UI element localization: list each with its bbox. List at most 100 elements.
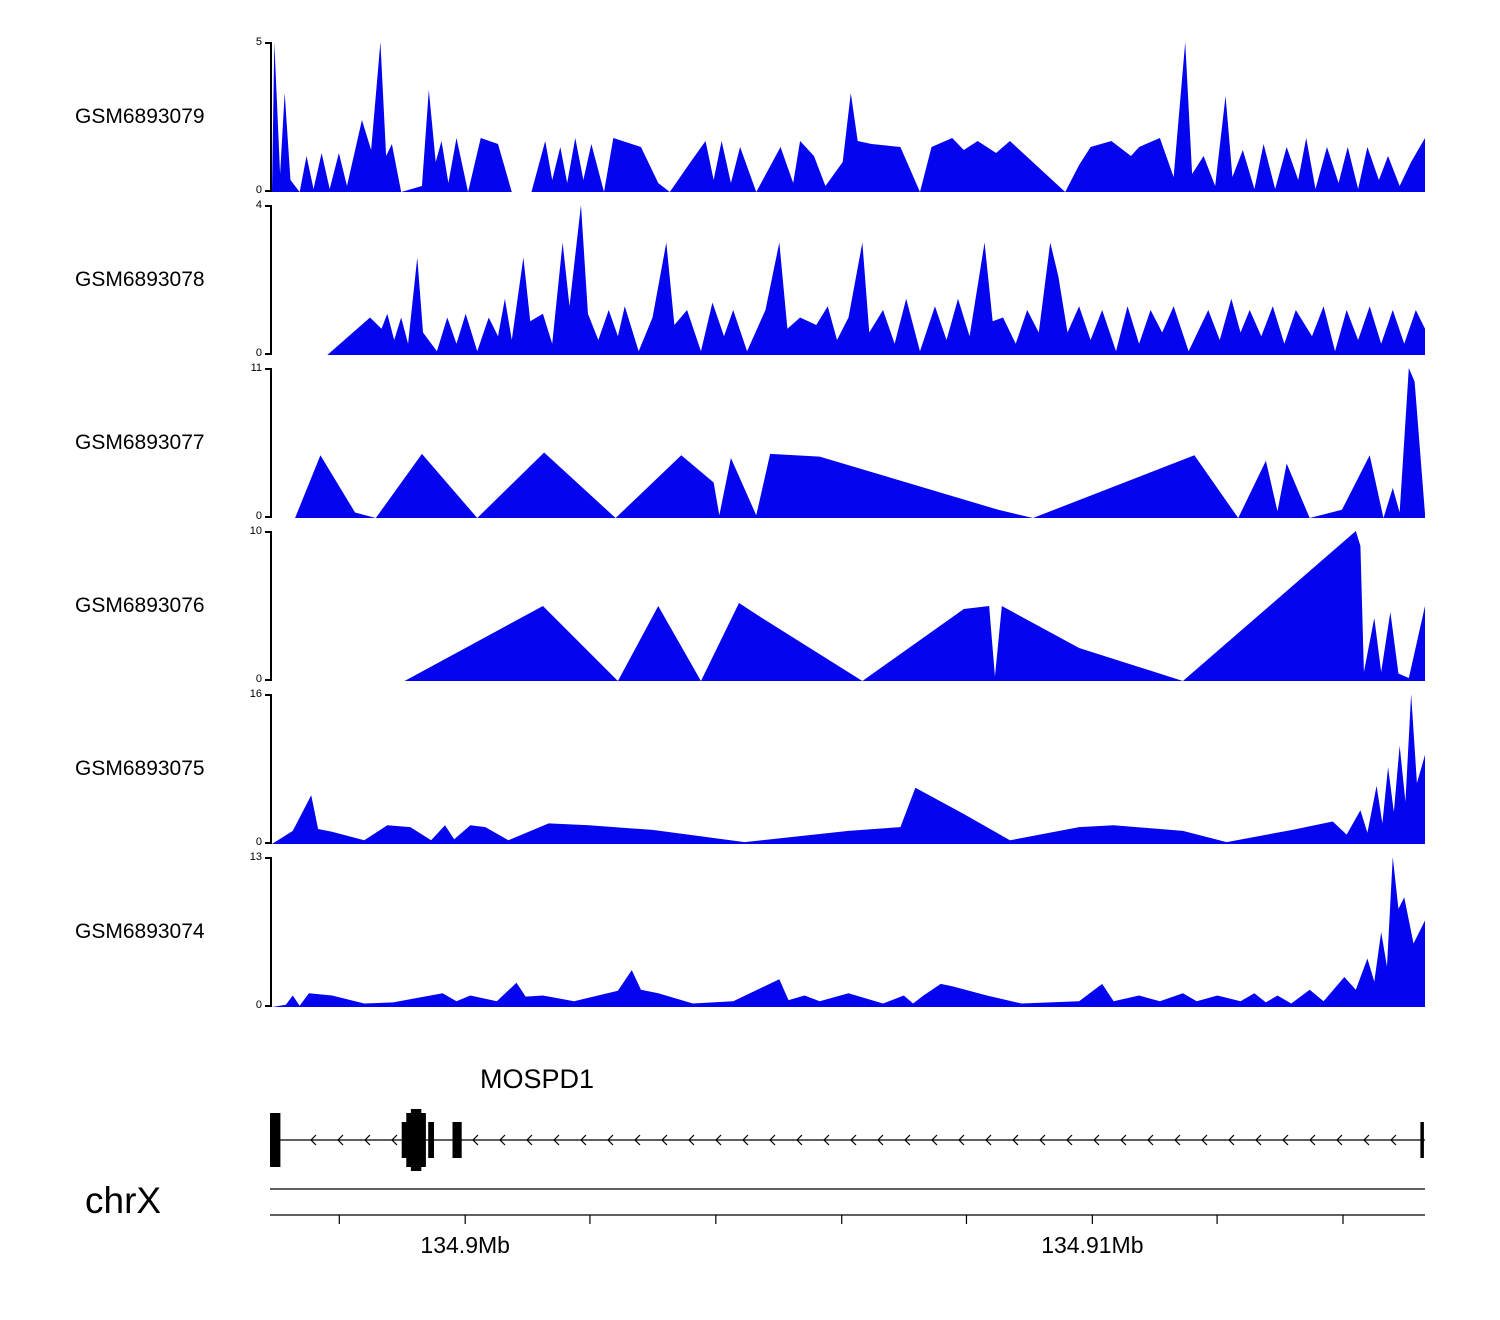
y-axis-bottom-tick [265, 516, 271, 518]
strand-arrow-icon [904, 1134, 911, 1146]
y-axis-bottom-tick [265, 353, 271, 355]
strand-arrow-icon [769, 1134, 776, 1146]
strand-arrow-icon [1255, 1134, 1262, 1146]
y-axis-min-label: 0 [255, 836, 262, 848]
y-axis-max-label: 13 [249, 851, 262, 863]
strand-arrow-icon [1363, 1134, 1370, 1146]
y-axis: 11 0 [251, 363, 272, 522]
y-axis: 10 0 [250, 526, 272, 685]
y-axis-top-tick [265, 42, 271, 44]
track-label: GSM6893074 [75, 920, 205, 943]
genome-axis-ruler [270, 1188, 1425, 1224]
strand-arrow-icon [337, 1134, 344, 1146]
y-axis-top-tick [265, 694, 271, 696]
y-axis: 13 0 [250, 852, 272, 1011]
coverage-area-chart [272, 531, 1425, 681]
strand-arrow-icon [1174, 1134, 1181, 1146]
strand-arrow-icon [526, 1134, 533, 1146]
strand-arrow-icon [1336, 1134, 1343, 1146]
strand-arrow-icon [499, 1134, 506, 1146]
strand-arrow-icon [877, 1134, 884, 1146]
coverage-track: GSM6893074 13 0 [0, 852, 1500, 1011]
exon-block [401, 1122, 410, 1158]
strand-arrow-icon [1390, 1134, 1397, 1146]
y-axis-max-label: 10 [249, 525, 262, 537]
coverage-area-chart [272, 205, 1425, 355]
strand-arrow-icon [310, 1134, 317, 1146]
y-axis: 16 0 [250, 689, 272, 848]
gene-name-label: MOSPD1 [480, 1064, 595, 1094]
strand-arrow-icon [580, 1134, 587, 1146]
coverage-track: GSM6893078 4 0 [0, 200, 1500, 359]
track-label: GSM6893078 [75, 268, 205, 291]
y-axis-bottom-tick [265, 190, 271, 192]
track-label: GSM6893079 [75, 105, 205, 128]
strand-arrow-icon [634, 1134, 641, 1146]
y-axis-top-tick [265, 857, 271, 859]
strand-arrow-icon [1201, 1134, 1208, 1146]
coverage-track: GSM6893079 5 0 [0, 37, 1500, 196]
strand-arrow-icon [1066, 1134, 1073, 1146]
axis-tick-label: 134.9Mb [420, 1232, 510, 1258]
y-axis-max-label: 11 [250, 362, 262, 374]
strand-arrow-icon [985, 1134, 992, 1146]
coverage-area-chart [272, 42, 1425, 192]
track-label: GSM6893077 [75, 431, 205, 454]
strand-arrow-icon [1228, 1134, 1235, 1146]
y-axis: 4 0 [256, 200, 272, 359]
y-axis-top-tick [265, 531, 271, 533]
coverage-area-chart [272, 694, 1425, 844]
genome-axis-track: chrX 134.9Mb 134.91Mb [0, 1180, 1500, 1310]
y-axis-bottom-tick [265, 842, 271, 844]
strand-arrow-icon [661, 1134, 668, 1146]
strand-arrow-icon [796, 1134, 803, 1146]
strand-arrow-icon [1282, 1134, 1289, 1146]
y-axis-min-label: 0 [255, 999, 262, 1011]
track-plot: 13 0 [0, 852, 1500, 1011]
strand-arrow-icon [1093, 1134, 1100, 1146]
axis-tick-labels: 134.9Mb 134.91Mb [270, 1232, 1425, 1264]
strand-arrow-icon [823, 1134, 830, 1146]
y-axis-bottom-tick [265, 1005, 271, 1007]
exon-block [1420, 1122, 1424, 1158]
track-label: GSM6893075 [75, 757, 205, 780]
strand-arrow-icon [364, 1134, 371, 1146]
strand-arrow-icon [607, 1134, 614, 1146]
track-label: GSM6893076 [75, 594, 205, 617]
strand-arrow-icon [715, 1134, 722, 1146]
strand-arrow-icon [472, 1134, 479, 1146]
exon-block [428, 1122, 434, 1158]
y-axis-top-tick [265, 205, 271, 207]
strand-arrow-icon [958, 1134, 965, 1146]
coverage-tracks: GSM6893079 5 0 GSM6893078 4 0 [0, 37, 1500, 1032]
exon-block [452, 1122, 462, 1158]
y-axis-max-label: 5 [255, 36, 262, 48]
chromosome-label: chrX [85, 1180, 162, 1221]
y-axis-max-label: 4 [255, 199, 262, 211]
exon-block [270, 1113, 281, 1167]
strand-arrow-icon [391, 1134, 398, 1146]
strand-arrow-icon [1309, 1134, 1316, 1146]
strand-arrow-icon [553, 1134, 560, 1146]
strand-arrow-icon [1120, 1134, 1127, 1146]
coverage-track: GSM6893077 11 0 [0, 363, 1500, 522]
y-axis: 5 0 [256, 37, 272, 196]
track-plot: 11 0 [0, 363, 1500, 522]
y-axis-min-label: 0 [255, 673, 262, 685]
y-axis-min-label: 0 [255, 510, 262, 522]
strand-arrow-icon [1012, 1134, 1019, 1146]
strand-arrow-icon [742, 1134, 749, 1146]
y-axis-top-tick [265, 368, 271, 370]
y-axis-min-label: 0 [255, 347, 262, 359]
track-plot: 10 0 [0, 526, 1500, 685]
gene-annotation-track: MOSPD1 [0, 1060, 1500, 1190]
strand-arrow-icon [850, 1134, 857, 1146]
track-plot: 5 0 [0, 37, 1500, 196]
strand-arrow-icon [931, 1134, 938, 1146]
gene-model [270, 1109, 1425, 1171]
strand-arrow-icon [1147, 1134, 1154, 1146]
exon-block [410, 1109, 422, 1171]
coverage-track: GSM6893075 16 0 [0, 689, 1500, 848]
strand-arrow-icon [1039, 1134, 1046, 1146]
